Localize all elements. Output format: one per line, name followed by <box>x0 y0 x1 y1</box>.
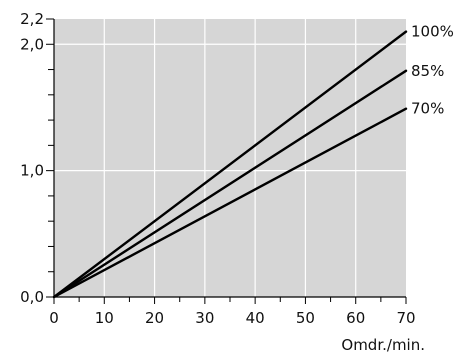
x-tick-label: 70 <box>396 309 415 327</box>
y-tick-label: 2,2 <box>20 10 44 28</box>
y-tick-label: 2,0 <box>20 35 44 53</box>
y-tick-label: 0,0 <box>20 288 44 306</box>
x-tick-label: 20 <box>145 309 164 327</box>
x-axis-title: Omdr./min. <box>341 336 425 354</box>
series-label: 85% <box>411 62 444 80</box>
y-tick-label: 1,0 <box>20 162 44 180</box>
x-tick-label: 0 <box>49 309 59 327</box>
series-line <box>52 30 408 299</box>
grid <box>54 19 406 297</box>
ticks: 0 10 20 30 40 50 60 70 0,0 1,0 2,0 2,2 <box>20 10 415 327</box>
series-labels: 100% 85% 70% <box>411 23 454 118</box>
series-label: 70% <box>411 100 444 118</box>
series-line <box>52 69 408 299</box>
x-tick-label: 60 <box>346 309 365 327</box>
series-line <box>52 107 408 299</box>
x-tick-label: 10 <box>95 309 114 327</box>
plot-area <box>54 19 406 297</box>
series-label: 100% <box>411 23 454 41</box>
x-tick-label: 30 <box>195 309 214 327</box>
series-lines <box>52 30 408 299</box>
x-tick-label: 50 <box>296 309 315 327</box>
x-tick-label: 40 <box>246 309 265 327</box>
